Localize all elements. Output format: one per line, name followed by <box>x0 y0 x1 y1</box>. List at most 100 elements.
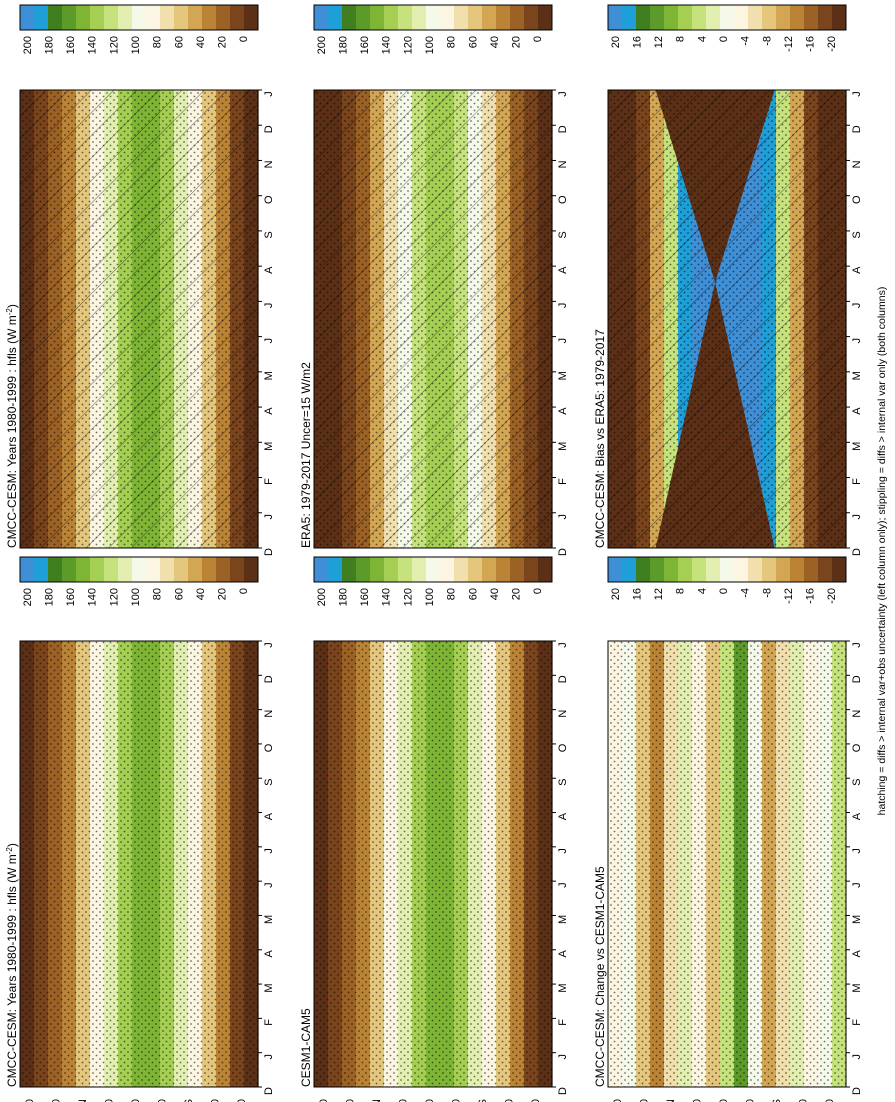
colorbar-swatch <box>748 5 763 30</box>
colorbar-swatch <box>48 557 63 582</box>
colorbar-tick-label: 160 <box>65 36 77 54</box>
colorbar-swatch <box>328 5 343 30</box>
colorbar-frame <box>313 4 553 31</box>
lat-label: 20 <box>692 1099 704 1102</box>
colorbar-tick-label: 180 <box>337 588 349 606</box>
colorbar-tick-label: -4 <box>740 36 752 46</box>
colorbar-frame <box>313 556 553 583</box>
title-end: ) <box>5 304 19 308</box>
colorbar-swatch <box>664 5 679 30</box>
month-label: S <box>557 779 569 786</box>
month-label: M <box>851 915 863 924</box>
colorbar-swatch <box>34 557 49 582</box>
colorbar-swatch <box>230 5 245 30</box>
colorbar-swatch <box>818 5 833 30</box>
month-label: O <box>557 195 569 204</box>
colorbar-tick-label: 200 <box>316 588 328 606</box>
month-label: J <box>557 882 569 888</box>
colorbar-swatch <box>174 5 189 30</box>
month-label: A <box>851 407 863 415</box>
colorbar-swatch <box>104 5 119 30</box>
month-label: J <box>263 848 275 854</box>
colorbar-swatch <box>188 557 203 582</box>
month-label: J <box>851 642 863 648</box>
colorbar-tick-label: 0 <box>532 588 544 594</box>
lat-label: °S <box>183 1099 195 1102</box>
colorbar-swatch <box>356 5 371 30</box>
stippling-overlay <box>608 641 846 1087</box>
colorbar-tick-label: 16 <box>631 588 643 600</box>
month-label: A <box>557 407 569 415</box>
colorbar-tick-label: 140 <box>87 36 99 54</box>
colorbar-tick-label: 8 <box>675 36 687 42</box>
month-label: D <box>851 675 863 683</box>
colorbar-swatch <box>762 5 777 30</box>
month-label: J <box>263 91 275 97</box>
colorbar-swatch <box>398 557 413 582</box>
colorbar-swatch <box>314 557 329 582</box>
colorbar-swatch <box>818 557 833 582</box>
colorbar-tick-label: 80 <box>152 36 164 48</box>
month-label: A <box>263 812 275 820</box>
colorbar-swatch <box>496 5 511 30</box>
lat-label: 80 <box>318 1099 330 1102</box>
colorbar-swatch <box>790 557 805 582</box>
panel-title: CESM1-CAM5 <box>299 1008 313 1087</box>
month-label: N <box>557 160 569 168</box>
colorbar-swatch <box>748 557 763 582</box>
month-label: A <box>851 266 863 274</box>
colorbar-tick-label: 180 <box>43 588 55 606</box>
colorbar-swatch <box>538 5 553 30</box>
colorbar-swatch <box>440 5 455 30</box>
month-label: M <box>851 371 863 380</box>
lat-label: 60 <box>51 1099 63 1102</box>
plot-frame <box>19 640 259 1088</box>
month-label: A <box>851 949 863 957</box>
colorbar-swatch <box>20 557 35 582</box>
colorbar-swatch <box>342 557 357 582</box>
colorbar-tick-label: 80 <box>446 588 458 600</box>
colorbar-tick-label: -20 <box>826 588 838 604</box>
colorbar-swatch <box>804 5 819 30</box>
colorbar-tick-label: -12 <box>783 36 795 52</box>
stippling-overlay <box>608 90 846 548</box>
stippling-overlay <box>20 641 258 1087</box>
month-label: M <box>263 983 275 992</box>
month-label: A <box>263 266 275 274</box>
colorbar-tick-label: 40 <box>489 588 501 600</box>
colorbar-swatch <box>132 557 147 582</box>
colorbar-swatch <box>370 557 385 582</box>
month-label: J <box>557 1054 569 1060</box>
colorbar-swatch <box>622 557 637 582</box>
colorbar-swatch <box>342 5 357 30</box>
month-label: S <box>557 231 569 238</box>
month-label: F <box>851 1019 863 1026</box>
colorbar-tick-label: -4 <box>740 588 752 598</box>
month-label: M <box>263 442 275 451</box>
lat-label: 0 <box>130 1099 142 1102</box>
colorbar-swatch <box>118 557 133 582</box>
colorbar-swatch <box>370 5 385 30</box>
colorbar-swatch <box>118 5 133 30</box>
colorbar-swatch <box>538 557 553 582</box>
colorbar-swatch <box>468 557 483 582</box>
lat-label: 0 <box>718 1099 730 1102</box>
month-label: J <box>557 514 569 520</box>
plot-frame <box>19 89 259 549</box>
colorbar-swatch <box>734 5 749 30</box>
month-label: F <box>557 1019 569 1026</box>
colorbar-swatch <box>230 557 245 582</box>
month-label: A <box>851 812 863 820</box>
month-label: D <box>557 125 569 133</box>
colorbar-tick-label: 40 <box>195 588 207 600</box>
colorbar-tick-label: 20 <box>217 36 229 48</box>
month-label: J <box>557 338 569 344</box>
lat-label: 80 <box>236 1099 248 1102</box>
colorbar-swatch <box>174 557 189 582</box>
colorbar-swatch <box>524 5 539 30</box>
month-label: F <box>851 478 863 485</box>
colorbar-tick-label: 20 <box>217 588 229 600</box>
colorbar-tick-label: -16 <box>805 36 817 52</box>
plot-frame <box>607 89 847 549</box>
